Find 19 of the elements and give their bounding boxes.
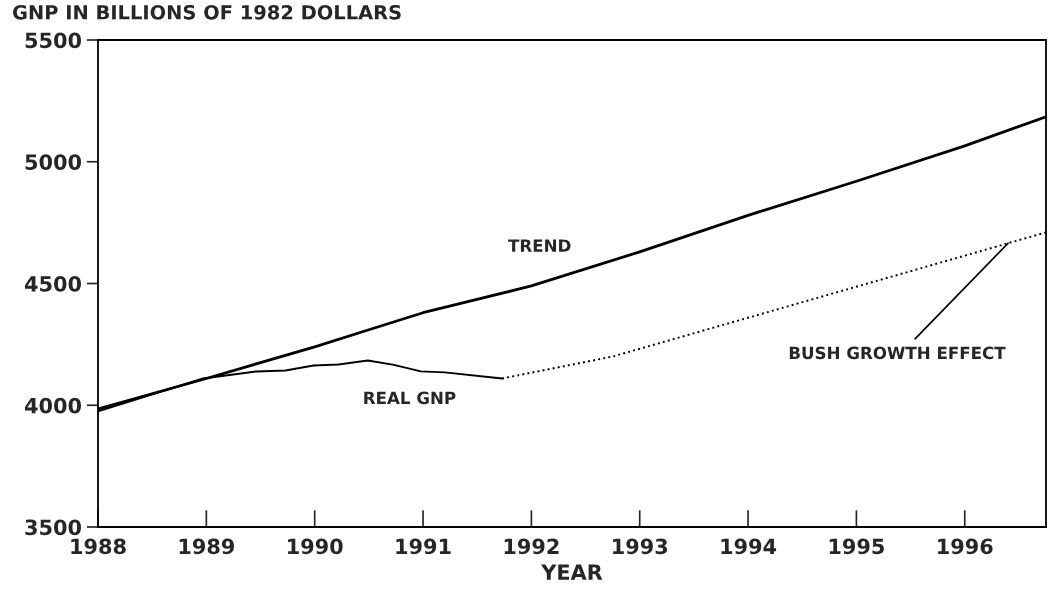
series-label: TREND xyxy=(508,239,571,252)
y-tick-label: 4500 xyxy=(24,275,82,292)
y-tick-label: 5500 xyxy=(25,32,82,49)
x-axis-title: YEAR xyxy=(541,564,603,580)
y-tick-label: 3500 xyxy=(25,519,82,536)
x-tick-label: 1990 xyxy=(288,538,343,555)
x-tick-label: 1988 xyxy=(71,538,126,555)
series-label: REAL GNP xyxy=(364,391,456,405)
text: BUSH GROWTH EFFECT xyxy=(789,346,1006,360)
x-tick-label: 1993 xyxy=(613,538,668,555)
x-tick-label: 1991 xyxy=(396,538,451,555)
x-tick-label: 1995 xyxy=(829,538,884,555)
x-tick-label: 1996 xyxy=(938,538,993,555)
x-tick-label: 1992 xyxy=(504,538,559,555)
y-tick-label: 5000 xyxy=(25,154,82,170)
chart-title: GNP IN BILLIONS OF 1982 DOLLARS xyxy=(12,4,401,20)
x-tick-label: 1994 xyxy=(721,538,777,555)
x-tick-label: 1989 xyxy=(179,538,234,555)
y-tick-label: 4000 xyxy=(24,397,82,414)
